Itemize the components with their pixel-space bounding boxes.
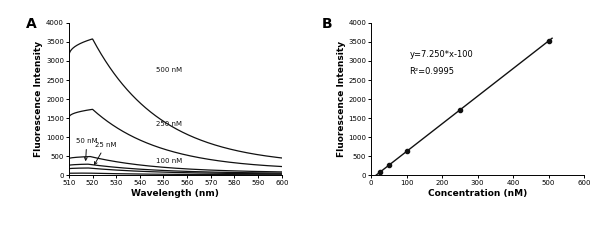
Text: R²=0.9995: R²=0.9995: [410, 67, 455, 76]
Text: B: B: [322, 17, 333, 31]
Y-axis label: Fluorescence Intensity: Fluorescence Intensity: [337, 41, 346, 157]
Text: 25 nM: 25 nM: [95, 142, 116, 165]
Y-axis label: Fluorescence Intensity: Fluorescence Intensity: [34, 41, 43, 157]
X-axis label: Concentration (nM): Concentration (nM): [428, 189, 527, 198]
Text: A: A: [26, 17, 37, 31]
Text: 500 nM: 500 nM: [156, 67, 183, 73]
X-axis label: Wavelength (nm): Wavelength (nm): [131, 189, 219, 198]
Text: 50 nM: 50 nM: [76, 138, 98, 160]
Text: 250 nM: 250 nM: [156, 121, 183, 128]
Text: 100 nM: 100 nM: [156, 158, 183, 164]
Text: y=7.250*x-100: y=7.250*x-100: [410, 50, 473, 59]
